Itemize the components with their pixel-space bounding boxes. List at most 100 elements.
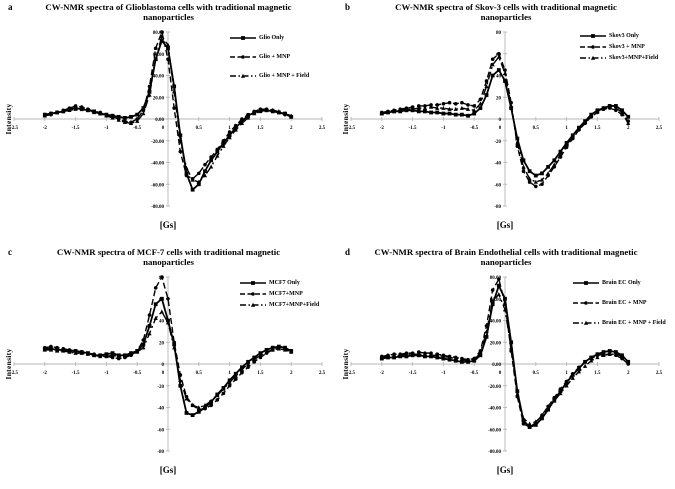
panel-b: b CW-NMR spectra of Skov-3 cells with tr… bbox=[337, 0, 675, 245]
legend-item: MCF7 Only bbox=[240, 278, 319, 287]
svg-text:-0.5: -0.5 bbox=[470, 126, 478, 131]
svg-text:-2: -2 bbox=[380, 126, 385, 131]
dashdot-triangle-line-icon bbox=[580, 55, 606, 60]
nmr-chart-a: -2.5 -2 -1.5 -1 -0.5 0 0.5 1 1.5 2 2.5 80.00 60.00 40… bbox=[10, 29, 326, 230]
legend-label: Skov3 Only bbox=[609, 32, 639, 39]
svg-text:2.5: 2.5 bbox=[656, 126, 663, 131]
svg-text:-60.00: -60.00 bbox=[151, 183, 164, 188]
svg-text:-2.5: -2.5 bbox=[347, 371, 355, 376]
legend: Brain EC Only Brain EC + MNP Brain EC + … bbox=[573, 278, 666, 338]
legend-label: Brain EC + MNP + Field bbox=[602, 319, 666, 326]
svg-text:60.00: 60.00 bbox=[153, 53, 165, 58]
svg-text:80: 80 bbox=[496, 31, 502, 36]
svg-text:20.00: 20.00 bbox=[153, 96, 165, 101]
svg-text:-2.5: -2.5 bbox=[347, 126, 355, 131]
legend: Glio Only Glio + MNP Glio + MNP + Field bbox=[230, 33, 309, 90]
svg-text:2: 2 bbox=[290, 126, 293, 131]
legend-label: MCF7+MNP bbox=[269, 290, 303, 297]
legend-label: Brain EC + MNP bbox=[602, 299, 647, 306]
panel-title-a: CW-NMR spectra of Glioblastoma cells wit… bbox=[45, 2, 292, 23]
svg-text:0: 0 bbox=[499, 371, 502, 376]
nmr-chart-d: -2.5 -2 -1.5 -1 -0.5 0 0.5 1 1.5 2 2.5 80.00 60.00 40… bbox=[347, 276, 663, 475]
svg-text:2.5: 2.5 bbox=[656, 371, 663, 376]
legend-label: MCF7 Only bbox=[269, 279, 300, 286]
svg-text:1.5: 1.5 bbox=[257, 371, 264, 376]
svg-text:-1: -1 bbox=[104, 371, 109, 376]
svg-text:-1.5: -1.5 bbox=[72, 371, 80, 376]
svg-text:1.5: 1.5 bbox=[594, 126, 601, 131]
legend-label: Glio + MNP bbox=[259, 53, 291, 60]
svg-text:2.5: 2.5 bbox=[319, 126, 326, 131]
dashed-circle-line-icon bbox=[230, 54, 256, 59]
svg-text:-2.5: -2.5 bbox=[10, 126, 18, 131]
legend-label: Skov3+MNP+Field bbox=[609, 54, 659, 61]
svg-text:-1.5: -1.5 bbox=[409, 371, 417, 376]
svg-text:-20: -20 bbox=[494, 140, 501, 145]
panel-a: a CW-NMR spectra of Glioblastoma cells w… bbox=[0, 0, 337, 245]
panel-title-d: CW-NMR spectra of Brain Endothelial cell… bbox=[374, 247, 638, 268]
svg-text:-40.00: -40.00 bbox=[488, 407, 501, 412]
solid-square-line-icon bbox=[573, 280, 599, 285]
svg-text:1: 1 bbox=[228, 371, 231, 376]
svg-text:-80: -80 bbox=[494, 205, 501, 210]
legend-item: MCF7+MNP+Field bbox=[240, 300, 319, 309]
svg-text:-80.00: -80.00 bbox=[151, 205, 164, 210]
svg-text:40.00: 40.00 bbox=[490, 320, 502, 325]
dashdot-triangle-line-icon bbox=[240, 302, 266, 307]
panel-letter-b: b bbox=[345, 2, 351, 12]
svg-text:-60: -60 bbox=[494, 183, 501, 188]
svg-text:0.5: 0.5 bbox=[196, 371, 203, 376]
svg-text:-20.00: -20.00 bbox=[488, 385, 501, 390]
legend-item: MCF7+MNP bbox=[240, 289, 319, 298]
legend-item: Brain EC Only bbox=[573, 278, 666, 287]
dashed-circle-line-icon bbox=[580, 44, 606, 49]
legend-item: Skov3 + MNP bbox=[580, 42, 658, 51]
svg-text:[Gs]: [Gs] bbox=[497, 465, 514, 475]
svg-text:-0.5: -0.5 bbox=[133, 371, 141, 376]
svg-text:-1: -1 bbox=[104, 126, 109, 131]
nmr-chart-c: -2.5-2-1.5-1-0.500.511.522.5806040200-20… bbox=[10, 275, 326, 475]
svg-text:-80: -80 bbox=[157, 450, 164, 455]
svg-text:2: 2 bbox=[627, 371, 630, 376]
legend-label: Glio + MNP + Field bbox=[259, 72, 310, 79]
svg-text:-2.5: -2.5 bbox=[10, 371, 18, 376]
svg-text:0.5: 0.5 bbox=[533, 126, 540, 131]
svg-text:[Gs]: [Gs] bbox=[160, 220, 177, 230]
svg-text:80.00: 80.00 bbox=[153, 31, 165, 36]
svg-text:40.00: 40.00 bbox=[153, 75, 165, 80]
legend-label: Glio Only bbox=[259, 34, 285, 41]
panel-letter-c: c bbox=[8, 247, 12, 257]
svg-text:0.00: 0.00 bbox=[492, 363, 501, 368]
legend: Skov3 Only Skov3 + MNP Skov3+MNP+Field bbox=[580, 31, 658, 64]
svg-text:0: 0 bbox=[162, 126, 165, 131]
svg-text:[Gs]: [Gs] bbox=[160, 465, 177, 475]
solid-square-line-icon bbox=[240, 280, 266, 285]
svg-text:80.00: 80.00 bbox=[490, 276, 502, 281]
solid-square-line-icon bbox=[580, 33, 606, 38]
dashdot-triangle-line-icon bbox=[230, 73, 256, 78]
solid-square-line-icon bbox=[230, 35, 256, 40]
legend-item: Brain EC + MNP bbox=[573, 298, 666, 307]
legend-item: Brain EC + MNP + Field bbox=[573, 318, 666, 327]
svg-text:0.5: 0.5 bbox=[533, 371, 540, 376]
panel-title-c: CW-NMR spectra of MCF-7 cells with tradi… bbox=[56, 247, 281, 268]
svg-text:0: 0 bbox=[499, 118, 502, 123]
svg-text:40: 40 bbox=[496, 75, 502, 80]
svg-text:60.00: 60.00 bbox=[490, 298, 502, 303]
panel-letter-d: d bbox=[345, 247, 351, 257]
svg-text:-40: -40 bbox=[494, 162, 501, 167]
dashed-circle-line-icon bbox=[240, 291, 266, 296]
svg-text:[Gs]: [Gs] bbox=[497, 220, 514, 230]
svg-text:-2: -2 bbox=[380, 371, 385, 376]
svg-text:-60.00: -60.00 bbox=[488, 428, 501, 433]
panel-c: c CW-NMR spectra of MCF-7 cells with tra… bbox=[0, 245, 337, 489]
svg-text:-40.00: -40.00 bbox=[151, 162, 164, 167]
legend-label: MCF7+MNP+Field bbox=[269, 301, 320, 308]
svg-text:-40: -40 bbox=[157, 407, 164, 412]
svg-text:-60: -60 bbox=[157, 428, 164, 433]
svg-text:-1.5: -1.5 bbox=[409, 126, 417, 131]
panel-d: d CW-NMR spectra of Brain Endothelial ce… bbox=[337, 245, 675, 489]
panel-letter-a: a bbox=[8, 2, 13, 12]
svg-text:-1.5: -1.5 bbox=[72, 126, 80, 131]
